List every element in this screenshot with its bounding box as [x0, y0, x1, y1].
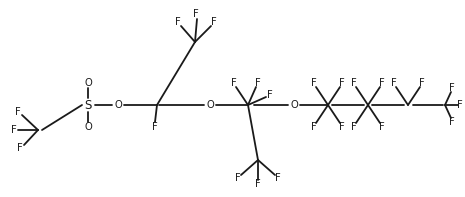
Text: F: F — [449, 117, 455, 127]
Text: S: S — [84, 98, 92, 112]
Text: F: F — [351, 78, 357, 88]
Text: F: F — [17, 143, 23, 153]
Text: O: O — [114, 100, 122, 110]
Text: F: F — [267, 90, 273, 100]
Text: O: O — [206, 100, 214, 110]
Text: F: F — [457, 100, 463, 110]
Text: O: O — [290, 100, 298, 110]
Text: F: F — [175, 17, 181, 27]
Text: F: F — [311, 122, 317, 132]
Text: F: F — [11, 125, 17, 135]
Text: O: O — [84, 78, 92, 88]
Text: F: F — [391, 78, 397, 88]
Text: F: F — [419, 78, 425, 88]
Text: F: F — [255, 78, 261, 88]
Text: F: F — [379, 122, 385, 132]
Text: F: F — [235, 173, 241, 183]
Text: F: F — [255, 179, 261, 189]
Text: F: F — [231, 78, 237, 88]
Text: F: F — [339, 78, 345, 88]
Text: O: O — [84, 122, 92, 132]
Text: F: F — [211, 17, 217, 27]
Text: F: F — [193, 9, 199, 19]
Text: F: F — [275, 173, 281, 183]
Text: F: F — [449, 83, 455, 93]
Text: F: F — [15, 107, 21, 117]
Text: F: F — [311, 78, 317, 88]
Text: F: F — [379, 78, 385, 88]
Text: F: F — [351, 122, 357, 132]
Text: F: F — [339, 122, 345, 132]
Text: F: F — [152, 122, 158, 132]
